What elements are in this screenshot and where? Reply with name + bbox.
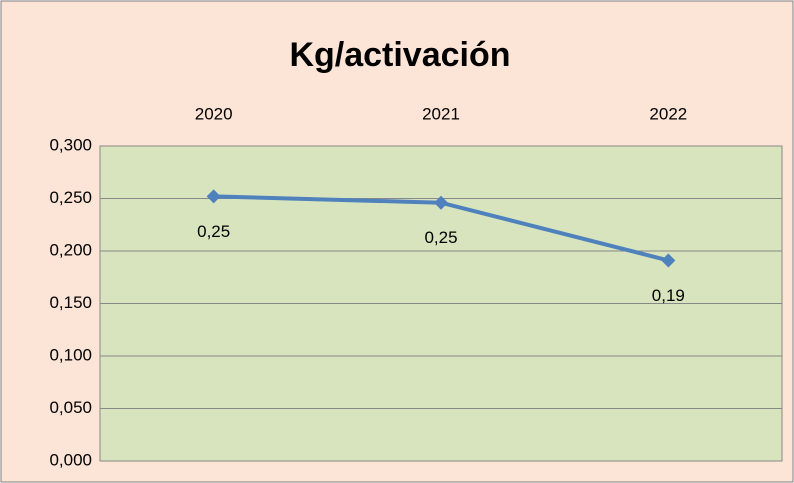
data-label: 0,19: [652, 286, 685, 305]
x-tick-label: 2022: [649, 104, 687, 123]
y-tick-label: 0,000: [49, 450, 92, 469]
y-tick-label: 0,250: [49, 188, 92, 207]
y-tick-label: 0,300: [49, 135, 92, 154]
y-tick-label: 0,050: [49, 398, 92, 417]
data-label: 0,25: [424, 228, 457, 247]
y-tick-label: 0,150: [49, 293, 92, 312]
x-tick-label: 2020: [195, 104, 233, 123]
y-tick-label: 0,200: [49, 240, 92, 259]
marker: [661, 253, 676, 268]
x-tick-label: 2021: [422, 104, 460, 123]
marker: [206, 189, 221, 204]
y-tick-label: 0,100: [49, 345, 92, 364]
data-label: 0,25: [197, 222, 230, 241]
marker: [434, 195, 448, 210]
chart-title: Kg/activación: [289, 36, 510, 74]
